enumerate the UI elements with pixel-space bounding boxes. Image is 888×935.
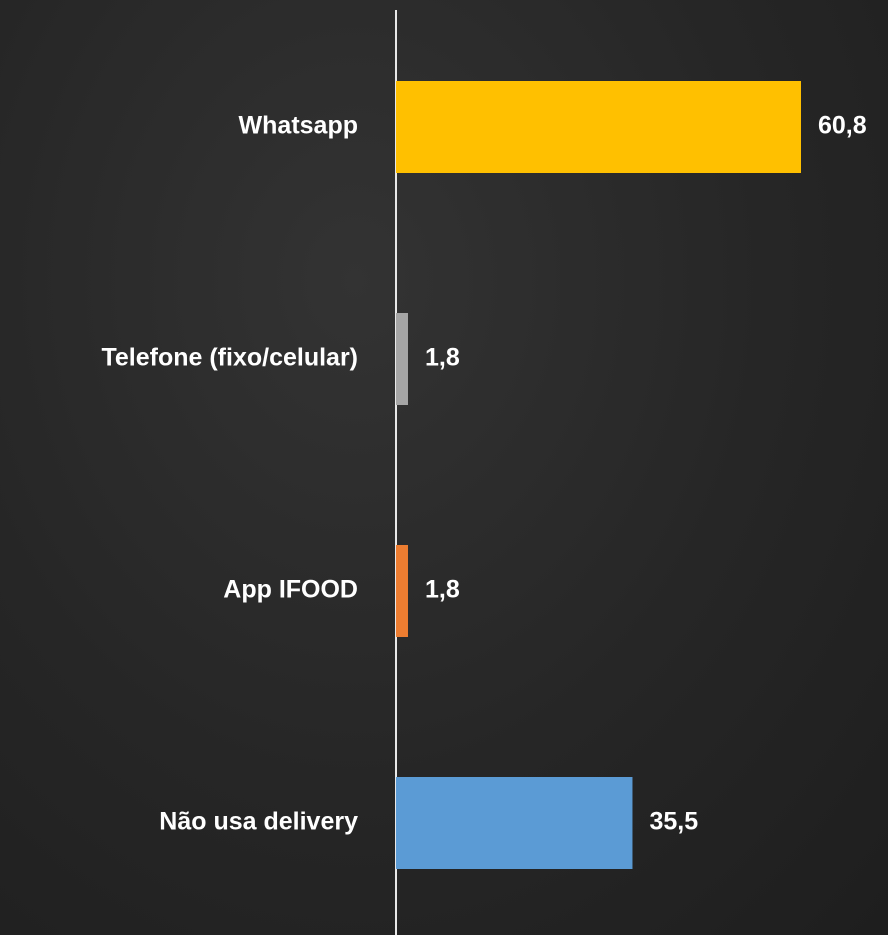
category-label: Não usa delivery bbox=[159, 808, 358, 836]
value-label: 60,8 bbox=[818, 112, 867, 140]
bar bbox=[396, 777, 633, 869]
value-label: 1,8 bbox=[425, 344, 460, 372]
value-label: 35,5 bbox=[649, 808, 698, 836]
category-label: Whatsapp bbox=[239, 112, 358, 140]
bar bbox=[396, 81, 801, 173]
category-label: App IFOOD bbox=[223, 576, 358, 604]
value-label: 1,8 bbox=[425, 576, 460, 604]
bar bbox=[396, 545, 408, 637]
bar bbox=[396, 313, 408, 405]
category-label: Telefone (fixo/celular) bbox=[101, 344, 358, 372]
